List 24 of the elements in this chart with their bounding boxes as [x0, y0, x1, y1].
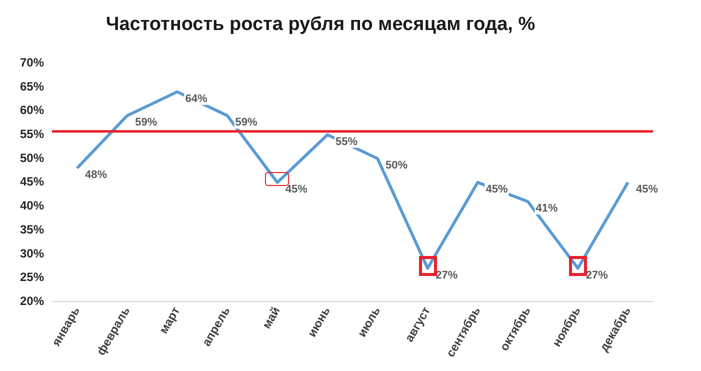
- data-label: 59%: [235, 116, 258, 129]
- data-label: 59%: [135, 116, 158, 129]
- y-tick-label: 55%: [20, 127, 44, 142]
- y-tick-label: 20%: [20, 294, 44, 308]
- data-label: 45%: [636, 183, 658, 196]
- y-tick-label: 50%: [20, 150, 44, 165]
- data-label: 41%: [536, 202, 558, 215]
- chart-title: Частотность роста рубля по месяцам года, %: [104, 13, 536, 37]
- y-tick-label: 40%: [20, 198, 44, 213]
- data-label: 55%: [335, 136, 358, 148]
- y-tick-label: 25%: [20, 270, 44, 284]
- y-tick-label: 45%: [20, 174, 44, 189]
- data-label: 45%: [486, 183, 508, 196]
- data-label: 48%: [85, 169, 108, 182]
- y-tick-label: 35%: [20, 222, 44, 236]
- data-label: 50%: [386, 160, 408, 172]
- y-tick-label: 60%: [20, 103, 44, 118]
- y-tick-label: 70%: [20, 56, 44, 70]
- y-tick-label: 65%: [20, 79, 44, 94]
- data-label: 27%: [586, 269, 608, 282]
- y-tick-label: 30%: [20, 246, 44, 260]
- data-label: 64%: [185, 92, 208, 105]
- data-label: 45%: [285, 183, 308, 196]
- data-label: 27%: [436, 269, 458, 282]
